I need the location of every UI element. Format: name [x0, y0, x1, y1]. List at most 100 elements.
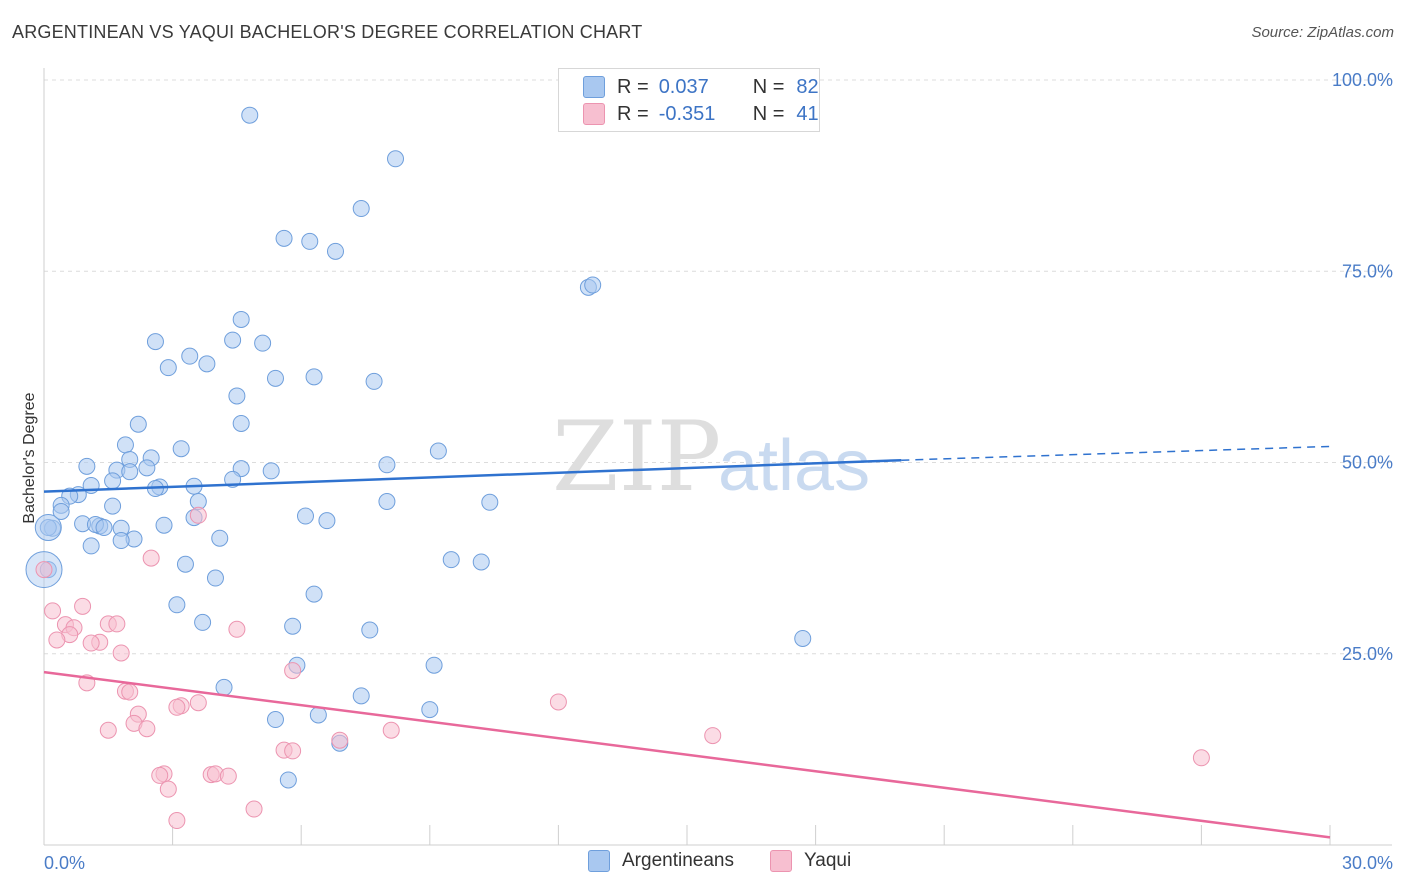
legend-r-label: R = — [617, 102, 649, 125]
stats-legend: R = 0.037 N = 82 R = -0.351 N = 41 — [558, 68, 820, 132]
data-point — [326, 242, 344, 260]
data-point — [378, 493, 396, 511]
data-point — [429, 442, 447, 460]
data-point — [146, 333, 164, 351]
data-point — [1192, 749, 1210, 767]
y-axis-label: Bachelor's Degree — [21, 392, 38, 523]
data-point — [142, 549, 160, 567]
legend-n-value: 82 — [796, 75, 819, 98]
data-point — [82, 537, 100, 555]
y-tick-label: 25.0% — [1342, 644, 1393, 664]
series-yaqui — [35, 506, 1210, 830]
data-point — [155, 516, 173, 534]
trend-line-argentineans-extension — [901, 445, 1331, 461]
data-point — [176, 555, 194, 573]
data-point — [331, 731, 349, 749]
data-point — [352, 200, 370, 218]
data-point — [159, 359, 177, 377]
x-tick-label: 30.0% — [1342, 853, 1393, 873]
data-point — [215, 678, 233, 696]
data-point — [151, 766, 169, 784]
data-point — [35, 561, 53, 579]
data-point — [129, 415, 147, 433]
trend-line-yaqui — [43, 670, 1331, 839]
data-point — [138, 459, 156, 477]
data-point — [421, 701, 439, 719]
data-point — [262, 462, 280, 480]
legend-swatch-pink — [770, 850, 792, 872]
data-point — [82, 634, 100, 652]
data-point — [211, 529, 229, 547]
legend-swatch-pink — [583, 103, 605, 125]
data-point — [48, 631, 66, 649]
data-point — [481, 493, 499, 511]
legend-n-label: N = — [752, 102, 785, 125]
data-point — [232, 414, 250, 432]
data-point — [228, 620, 246, 638]
data-point — [194, 613, 212, 631]
series-argentineans — [25, 106, 812, 789]
data-point — [361, 621, 379, 639]
data-point — [228, 387, 246, 405]
data-point — [275, 229, 293, 247]
data-point — [284, 617, 302, 635]
data-point — [172, 440, 190, 458]
data-point — [266, 711, 284, 729]
legend-item-yaqui[interactable]: Yaqui — [770, 850, 851, 872]
legend-swatch-blue — [588, 850, 610, 872]
y-tick-label: 75.0% — [1342, 261, 1393, 281]
y-tick-label: 100.0% — [1332, 70, 1393, 90]
data-point — [382, 721, 400, 739]
watermark-zip: ZIP — [552, 401, 721, 513]
data-point — [305, 368, 323, 386]
grid-lines — [44, 79, 1392, 655]
data-point — [387, 150, 405, 168]
data-point — [284, 742, 302, 760]
legend-r-label: R = — [617, 75, 649, 98]
data-point — [198, 355, 216, 373]
data-point — [352, 687, 370, 705]
data-point — [104, 497, 122, 515]
data-point — [442, 551, 460, 569]
data-point — [365, 372, 383, 390]
axes — [43, 68, 1392, 846]
data-point — [549, 693, 567, 711]
data-point — [245, 800, 263, 818]
data-point — [159, 780, 177, 798]
legend-n-label: N = — [752, 75, 785, 98]
y-tick-label: 50.0% — [1342, 453, 1393, 473]
data-point — [168, 596, 186, 614]
trend-line-argentineans — [43, 458, 902, 493]
legend-row-argentineans: R = 0.037 N = 82 — [583, 73, 819, 101]
data-point — [425, 656, 443, 674]
data-point — [112, 644, 130, 662]
data-point — [138, 720, 156, 738]
legend-label: Yaqui — [804, 850, 852, 871]
data-point — [99, 721, 117, 739]
legend-r-value: 0.037 — [658, 75, 709, 98]
data-point — [241, 106, 259, 124]
data-point — [116, 436, 134, 454]
data-point — [309, 706, 327, 724]
data-point — [121, 463, 139, 481]
data-point — [112, 532, 130, 550]
data-point — [181, 347, 199, 365]
tick-labels: 25.0% 50.0% 75.0% 100.0% 0.0% 30.0% — [44, 70, 1393, 873]
data-point — [301, 232, 319, 250]
data-point — [44, 602, 62, 620]
data-point — [224, 331, 242, 349]
data-point — [318, 512, 336, 530]
x-tick-label: 0.0% — [44, 853, 85, 873]
bottom-legend: Argentineans Yaqui — [0, 850, 1406, 878]
chart-source: Source: ZipAtlas.com — [1251, 24, 1394, 41]
data-point — [704, 727, 722, 745]
data-point — [168, 812, 186, 830]
legend-item-argentineans[interactable]: Argentineans — [588, 850, 734, 872]
data-point — [284, 662, 302, 680]
data-point — [95, 519, 113, 537]
data-point — [74, 597, 92, 615]
watermark: ZIP atlas — [552, 401, 870, 513]
data-point — [52, 502, 70, 520]
chart-title: ARGENTINEAN VS YAQUI BACHELOR'S DEGREE C… — [12, 22, 643, 42]
legend-label: Argentineans — [622, 850, 734, 871]
